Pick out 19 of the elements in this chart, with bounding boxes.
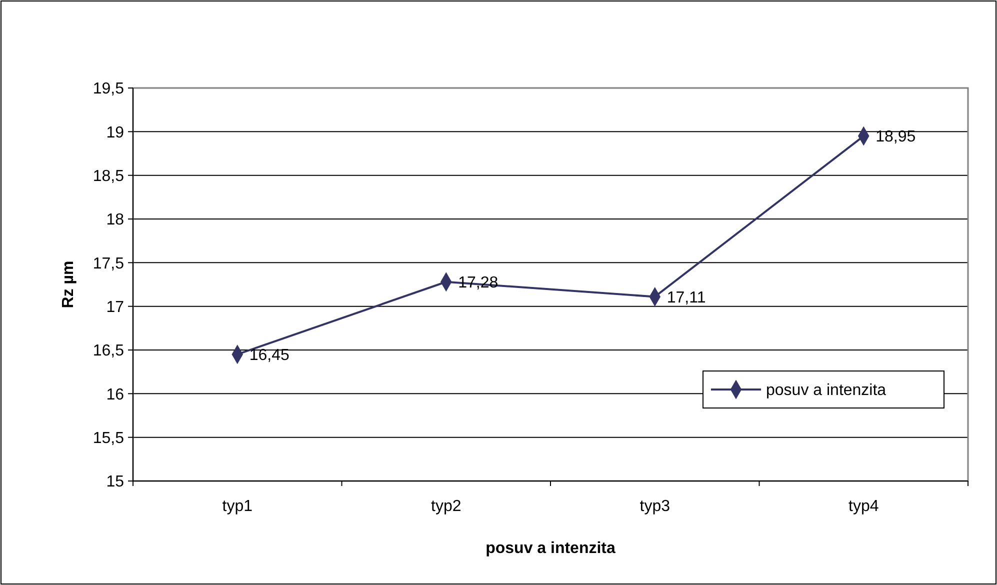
y-tick-label: 15 [106,474,124,491]
x-tick-label: typ2 [431,498,462,515]
x-tick-label: typ3 [640,498,670,515]
data-label: 17,11 [666,289,706,306]
x-tick-label: typ4 [848,498,879,515]
y-tick-label: 17 [106,298,124,316]
data-label: 18,95 [876,128,916,146]
y-tick-label: 19,5 [92,80,124,98]
y-tick-label: 19 [106,124,124,142]
x-axis-title: posuv a intenzita [486,540,616,557]
y-tick-label: 15,5 [92,430,124,447]
y-tick-label: 18,5 [92,168,124,185]
legend-label: posuv a intenzita [766,382,886,400]
x-tick-label: typ1 [222,498,253,515]
y-tick-label: 17,5 [92,255,124,272]
y-tick-label: 16 [106,386,124,404]
y-axis-title: Rz µm [60,260,77,308]
y-tick-label: 16,5 [92,342,124,360]
y-tick-label: 18 [106,212,124,229]
